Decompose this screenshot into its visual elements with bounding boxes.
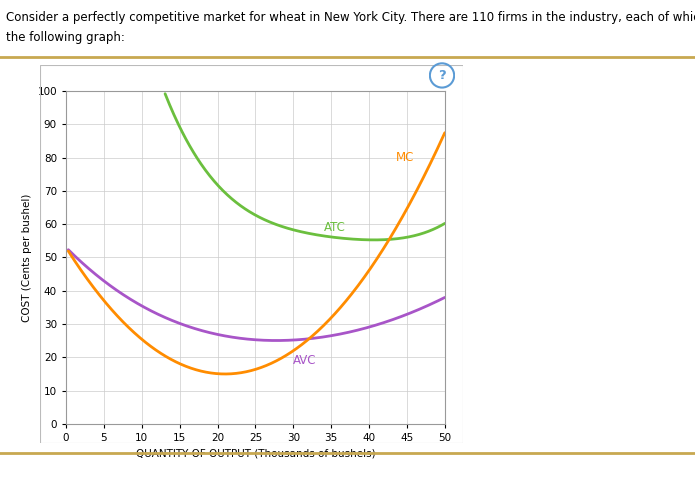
X-axis label: QUANTITY OF OUTPUT (Thousands of bushels): QUANTITY OF OUTPUT (Thousands of bushels… [136, 448, 375, 458]
Text: MC: MC [395, 151, 414, 164]
Text: the following graph:: the following graph: [6, 31, 124, 44]
Text: AVC: AVC [293, 354, 317, 367]
Text: ?: ? [438, 69, 446, 82]
Text: Consider a perfectly competitive market for wheat in New York City. There are 11: Consider a perfectly competitive market … [6, 11, 695, 23]
Text: ATC: ATC [324, 221, 345, 234]
Y-axis label: COST (Cents per bushel): COST (Cents per bushel) [22, 193, 32, 322]
